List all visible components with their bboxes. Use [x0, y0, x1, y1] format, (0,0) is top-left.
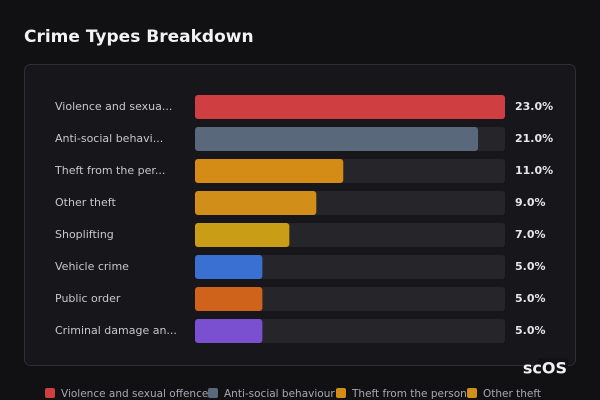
- value-label: 11.0%: [515, 164, 553, 177]
- legend-label: Anti-social behaviour: [224, 388, 335, 400]
- bar: [195, 255, 263, 279]
- legend-label: Other theft: [483, 388, 541, 400]
- watermark: scOS: [523, 359, 567, 378]
- bar: [195, 287, 263, 311]
- legend-swatch: [467, 388, 477, 398]
- value-label: 5.0%: [515, 324, 546, 337]
- bar: [195, 127, 479, 151]
- category-label: Violence and sexua...: [55, 100, 172, 113]
- category-label: Vehicle crime: [55, 260, 129, 273]
- category-label: Theft from the per...: [54, 164, 165, 177]
- chart-title: Crime Types Breakdown: [24, 27, 254, 47]
- bar: [195, 223, 290, 247]
- category-label: Shoplifting: [55, 228, 114, 241]
- legend-label: Theft from the person: [351, 388, 467, 400]
- bar: [195, 95, 505, 119]
- value-label: 5.0%: [515, 292, 546, 305]
- value-label: 5.0%: [515, 260, 546, 273]
- bar: [195, 191, 317, 215]
- legend-swatch: [208, 388, 218, 398]
- bar-track: [195, 319, 505, 343]
- category-label: Public order: [55, 292, 121, 305]
- watermark-box: [538, 358, 568, 378]
- bar-track: [195, 287, 505, 311]
- bar: [195, 159, 344, 183]
- value-label: 21.0%: [515, 132, 553, 145]
- category-label: Anti-social behavi...: [55, 132, 163, 145]
- value-label: 9.0%: [515, 196, 546, 209]
- legend-label: Violence and sexual offences: [61, 388, 214, 400]
- value-label: 7.0%: [515, 228, 546, 241]
- category-label: Criminal damage an...: [55, 324, 177, 337]
- legend-swatch: [336, 388, 346, 398]
- bar-track: [195, 255, 505, 279]
- category-label: Other theft: [55, 196, 116, 209]
- legend-swatch: [45, 388, 55, 398]
- value-label: 23.0%: [515, 100, 553, 113]
- bar: [195, 319, 263, 343]
